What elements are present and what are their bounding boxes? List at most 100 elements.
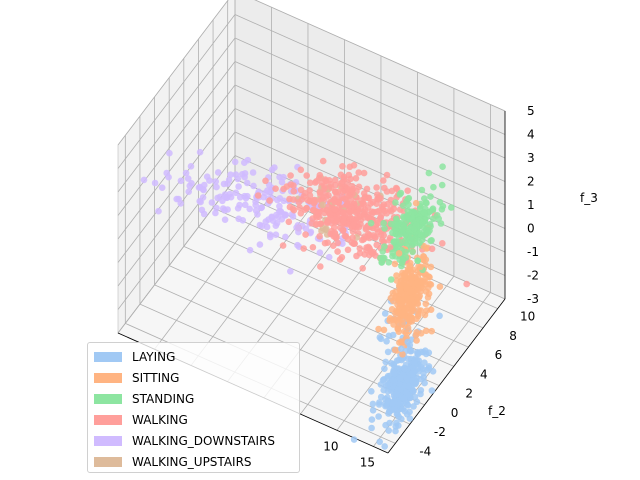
scatter-point — [344, 179, 351, 186]
scatter-point — [213, 204, 220, 212]
legend-item-sitting: SITTING — [94, 368, 299, 389]
scatter-point — [267, 233, 274, 241]
scatter-point — [290, 196, 297, 203]
scatter-point — [369, 407, 377, 414]
scatter-point — [285, 218, 293, 226]
y-axis-line — [387, 298, 506, 454]
scatter-point — [277, 208, 285, 216]
scatter-point — [372, 221, 380, 229]
scatter-point — [398, 415, 405, 423]
scatter-point — [418, 186, 426, 194]
scatter-point — [405, 194, 413, 202]
scatter-point — [403, 375, 411, 382]
scatter-point — [405, 382, 412, 390]
scatter-point — [350, 162, 358, 169]
scatter-point — [249, 169, 257, 176]
scatter-point — [386, 244, 394, 251]
scatter-point — [359, 199, 367, 207]
scatter-point — [367, 219, 375, 227]
grid-line — [234, 108, 506, 229]
scatter-point — [346, 213, 354, 220]
scatter-point — [227, 193, 235, 201]
scatter-point — [381, 443, 389, 450]
z-tick-label: -3 — [527, 292, 539, 306]
scatter-point — [429, 205, 437, 212]
scatter-point — [355, 169, 363, 176]
z-tick-label: 5 — [527, 104, 535, 118]
scatter-point — [340, 209, 347, 216]
scatter-point — [424, 294, 432, 301]
z-tick-label: 2 — [527, 175, 535, 189]
y-tick-label: 6 — [495, 348, 503, 362]
scatter-point — [221, 207, 228, 214]
scatter-point — [390, 406, 398, 413]
scatter-point — [317, 263, 324, 270]
scatter-point — [404, 315, 411, 323]
grid-line — [117, 37, 236, 193]
scatter-point — [409, 305, 417, 312]
scatter-point — [352, 175, 360, 182]
scatter-point — [419, 236, 426, 243]
scatter-point — [419, 284, 426, 292]
scatter-point — [411, 359, 418, 366]
legend-item-walking-upstairs: WALKING_UPSTAIRS — [94, 451, 299, 472]
y-tick-label: 10 — [520, 310, 535, 324]
scatter-point — [303, 172, 311, 179]
scatter-point — [396, 238, 404, 246]
legend-item-standing: STANDING — [94, 389, 299, 410]
scatter-point — [295, 224, 302, 232]
scatter-point — [368, 424, 375, 432]
scatter-point — [185, 188, 192, 195]
scatter-point — [290, 182, 297, 189]
scatter-point — [381, 310, 389, 317]
scatter-point — [140, 176, 148, 184]
scatter-point — [252, 207, 260, 214]
z-tick-label: 1 — [527, 198, 535, 212]
scatter-point — [186, 182, 193, 190]
scatter-point — [422, 199, 430, 206]
scatter-point — [396, 339, 403, 346]
legend: LAYING SITTING STANDING WALKING WALKING_… — [87, 342, 300, 473]
scatter-point — [331, 176, 339, 184]
scatter-point — [404, 295, 411, 302]
y-tick-label: 8 — [509, 329, 517, 343]
scatter-point — [413, 337, 420, 344]
scatter-point — [198, 206, 206, 214]
scatter-point — [420, 374, 428, 381]
scatter-point — [279, 242, 287, 249]
scatter-point — [393, 357, 401, 365]
scatter-point — [399, 226, 407, 234]
scatter-point — [448, 204, 455, 211]
scatter-point — [287, 172, 294, 179]
legend-item-walking-downstairs: WALKING_DOWNSTAIRS — [94, 431, 299, 452]
scatter-point — [399, 405, 407, 413]
scatter-point — [380, 177, 387, 184]
grid-line — [117, 131, 236, 287]
legend-label: LAYING — [132, 350, 176, 365]
scatter-point — [319, 201, 327, 209]
scatter-point — [395, 250, 403, 257]
scatter-point — [415, 312, 422, 320]
scatter-point — [344, 191, 352, 199]
scatter-point — [340, 173, 348, 181]
scatter-point — [331, 198, 339, 206]
scatter-point — [306, 187, 314, 194]
scatter-point — [236, 194, 244, 201]
scatter-point — [433, 212, 441, 219]
legend-swatch — [94, 436, 122, 446]
scatter-point — [325, 203, 332, 210]
scatter-point — [399, 256, 407, 264]
scatter-point — [268, 214, 276, 221]
scatter-point — [424, 229, 432, 236]
scatter-point — [392, 288, 399, 296]
scatter-point — [391, 346, 399, 354]
scatter-point — [392, 423, 400, 430]
x-tick-label: 15 — [360, 456, 375, 470]
scatter-point — [391, 370, 398, 378]
scatter-point — [428, 327, 436, 335]
legend-label: WALKING_UPSTAIRS — [132, 454, 252, 469]
x-tick-label: 10 — [323, 439, 338, 453]
scatter-point — [297, 186, 305, 194]
scatter-point — [257, 204, 265, 212]
